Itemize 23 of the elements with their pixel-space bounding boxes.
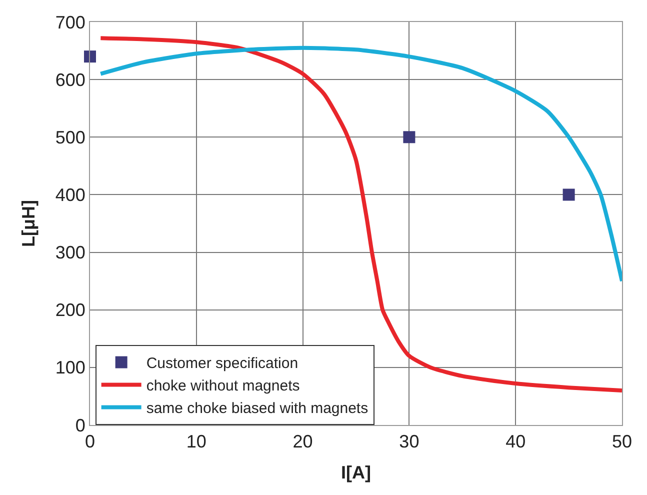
legend-label: Customer specification xyxy=(146,355,298,372)
line-series xyxy=(98,36,622,392)
point xyxy=(562,188,575,201)
x-tick-label: 30 xyxy=(399,432,420,452)
y-tick-label: 300 xyxy=(55,242,86,263)
y-tick-label: 600 xyxy=(55,70,86,90)
y-tick-label: 700 xyxy=(55,12,86,32)
y-tick-label: 400 xyxy=(55,185,86,206)
x-axis-title: I[A] xyxy=(341,462,371,483)
y-tick-label: 500 xyxy=(55,127,86,148)
x-tick-label: 50 xyxy=(612,432,632,452)
line-series xyxy=(98,46,622,284)
point xyxy=(403,131,416,144)
x-tick-label: 20 xyxy=(292,432,313,452)
y-tick-label: 0 xyxy=(75,415,86,436)
legend-label: choke without magnets xyxy=(146,378,300,395)
y-tick-label: 100 xyxy=(55,358,86,378)
x-tick-label: 10 xyxy=(186,432,206,452)
legend-label: same choke biased with magnets xyxy=(146,400,368,418)
x-tick-label: 40 xyxy=(506,432,526,452)
y-axis-title: L[μH] xyxy=(18,200,39,247)
point xyxy=(84,50,96,63)
y-tick-label: 200 xyxy=(55,300,86,320)
